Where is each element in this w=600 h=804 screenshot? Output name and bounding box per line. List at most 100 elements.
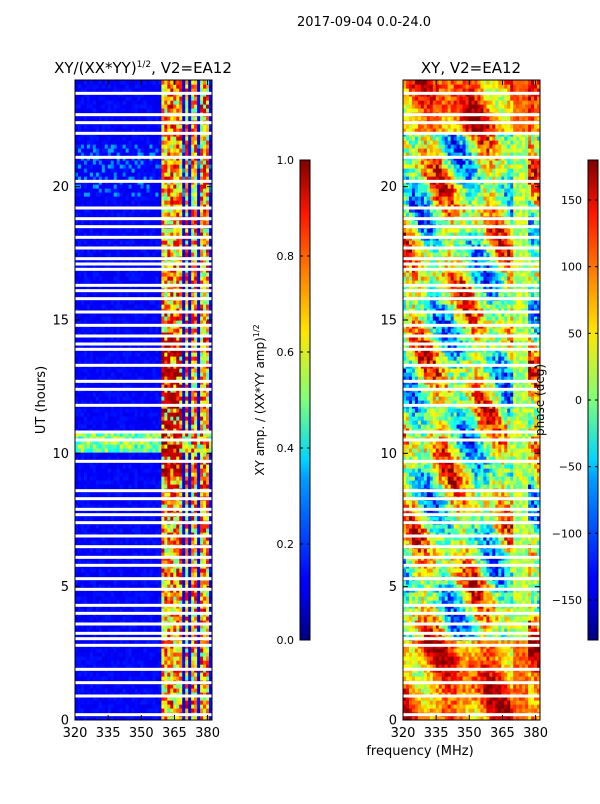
- amplitude-cell: [191, 548, 195, 553]
- amplitude-cell: [98, 448, 103, 453]
- amplitude-cell: [161, 352, 165, 357]
- amplitude-cell: [200, 452, 204, 457]
- amplitude-cell: [119, 332, 124, 337]
- amplitude-cell: [83, 360, 88, 365]
- amplitude-cell: [167, 500, 171, 505]
- amplitude-cell: [116, 584, 121, 589]
- amplitude-cell: [92, 624, 97, 629]
- amplitude-cell: [134, 356, 139, 361]
- amplitude-cell: [182, 464, 186, 469]
- amplitude-cell: [122, 704, 127, 709]
- amplitude-cell: [95, 300, 100, 305]
- amplitude-cell: [134, 340, 139, 345]
- amplitude-cell: [197, 664, 201, 669]
- amplitude-cell: [146, 536, 151, 541]
- amplitude-cell: [134, 572, 139, 577]
- amplitude-cell: [194, 684, 198, 689]
- amplitude-cell: [176, 616, 180, 621]
- amplitude-cell: [200, 468, 204, 473]
- amplitude-cell: [197, 444, 201, 449]
- amplitude-cell: [143, 592, 148, 597]
- amplitude-cell: [83, 420, 88, 425]
- amplitude-cell: [182, 592, 186, 597]
- amplitude-cell: [179, 340, 183, 345]
- amplitude-cell: [209, 692, 212, 697]
- amplitude-cell: [75, 360, 79, 365]
- amplitude-cell: [167, 436, 171, 441]
- amplitude-cell: [128, 584, 133, 589]
- amplitude-cell: [182, 540, 186, 545]
- amplitude-cell: [128, 704, 133, 709]
- amplitude-cell: [92, 476, 97, 481]
- amplitude-cell: [128, 300, 133, 305]
- amplitude-cell: [101, 500, 106, 505]
- amplitude-cell: [131, 424, 136, 429]
- amplitude-cell: [185, 568, 189, 573]
- amplitude-cell: [173, 384, 177, 389]
- amplitude-cell: [107, 524, 112, 529]
- amplitude-cell: [134, 500, 139, 505]
- amplitude-cell: [206, 608, 210, 613]
- amplitude-cell: [110, 592, 115, 597]
- amplitude-cell: [143, 684, 148, 689]
- amplitude-cell: [179, 492, 183, 497]
- amplitude-cell: [75, 300, 79, 305]
- amplitude-cell: [92, 708, 97, 713]
- amplitude-cell: [134, 436, 139, 441]
- amplitude-cell: [77, 616, 82, 621]
- amplitude-cell: [122, 664, 127, 669]
- amplitude-cell: [119, 700, 124, 705]
- amplitude-cell: [158, 340, 162, 345]
- amplitude-cell: [179, 408, 183, 413]
- amplitude-cell: [185, 316, 189, 321]
- amplitude-cell: [95, 412, 100, 417]
- amplitude-cell: [134, 464, 139, 469]
- amplitude-cell: [134, 292, 139, 297]
- amplitude-cell: [140, 552, 145, 557]
- amplitude-cell: [125, 332, 130, 337]
- amplitude-cell: [137, 428, 142, 433]
- amplitude-cell: [77, 524, 82, 529]
- amplitude-cell: [206, 684, 210, 689]
- amplitude-cell: [89, 652, 94, 657]
- amplitude-cell: [107, 356, 112, 361]
- amplitude-cell: [176, 400, 180, 405]
- amplitude-cell: [155, 464, 159, 469]
- amplitude-cell: [92, 472, 97, 477]
- amplitude-cell: [179, 708, 183, 713]
- amplitude-cell: [110, 692, 115, 697]
- amplitude-cell: [191, 600, 195, 605]
- amplitude-cell: [122, 696, 127, 701]
- amplitude-cell: [83, 328, 88, 333]
- amplitude-cell: [125, 444, 130, 449]
- amplitude-cell: [104, 700, 109, 705]
- amplitude-cell: [167, 316, 171, 321]
- amplitude-cell: [134, 368, 139, 373]
- amplitude-cell: [176, 600, 180, 605]
- amplitude-cell: [98, 648, 103, 653]
- amplitude-cell: [167, 300, 171, 305]
- amplitude-cell: [188, 312, 192, 317]
- amplitude-cell: [137, 432, 142, 437]
- amplitude-cell: [152, 596, 157, 601]
- amplitude-cell: [179, 620, 183, 625]
- amplitude-cell: [134, 664, 139, 669]
- amplitude-cell: [95, 616, 100, 621]
- amplitude-cell: [128, 608, 133, 613]
- amplitude-cell: [191, 428, 195, 433]
- amplitude-cell: [191, 452, 195, 457]
- amplitude-cell: [200, 552, 204, 557]
- amplitude-cell: [197, 292, 201, 297]
- amplitude-cell: [128, 464, 133, 469]
- amplitude-cell: [125, 484, 130, 489]
- amplitude-cell: [134, 392, 139, 397]
- amplitude-cell: [122, 700, 127, 705]
- amplitude-cell: [143, 372, 148, 377]
- amplitude-cell: [140, 396, 145, 401]
- amplitude-cell: [119, 580, 124, 585]
- amplitude-cell: [203, 616, 207, 621]
- amplitude-cell: [191, 412, 195, 417]
- amplitude-cell: [92, 552, 97, 557]
- amplitude-cell: [128, 356, 133, 361]
- amplitude-cell: [77, 624, 82, 629]
